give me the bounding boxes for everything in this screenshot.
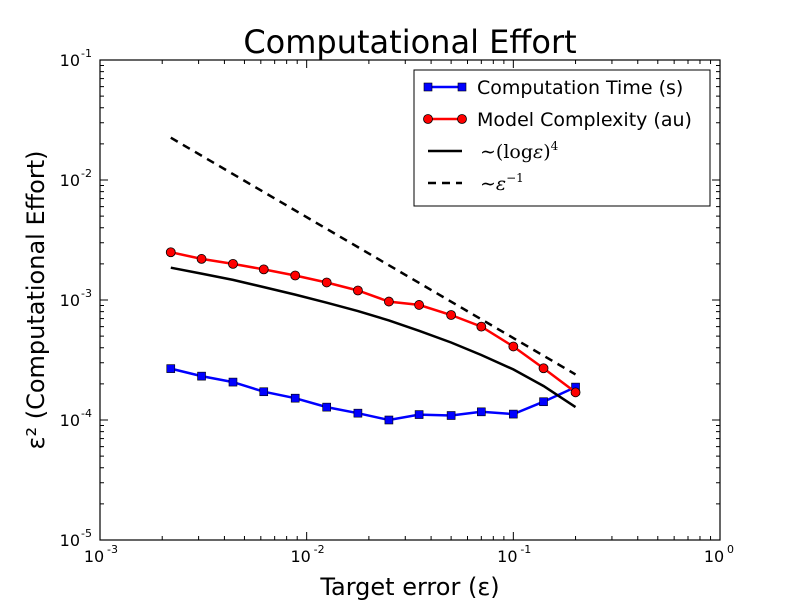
x-tick-label-exponent: -2 xyxy=(314,543,325,556)
legend-label-0: Computation Time (s) xyxy=(477,77,683,99)
legend-marker-1 xyxy=(423,114,433,124)
x-tick-label: 10 xyxy=(704,547,724,566)
data-point-1-10 xyxy=(476,321,487,332)
y-tick-label: 10 xyxy=(60,531,80,550)
data-point-0-3 xyxy=(259,387,269,397)
data-point-1-7 xyxy=(384,296,394,307)
x-tick-label: 10 xyxy=(497,547,517,566)
chart-title: Computational Effort xyxy=(243,23,576,61)
data-point-1-4 xyxy=(290,270,301,281)
x-tick-label-exponent: 0 xyxy=(727,543,734,556)
plot-area xyxy=(165,136,581,425)
data-point-1-13 xyxy=(570,387,581,398)
y-tick-label-exponent: -2 xyxy=(81,167,92,180)
data-point-1-5 xyxy=(321,277,332,288)
data-point-0-7 xyxy=(384,415,394,425)
data-point-0-8 xyxy=(414,410,424,419)
y-tick-label: 10 xyxy=(60,171,80,190)
x-tick-label: 10 xyxy=(84,547,104,566)
y-tick-label: 10 xyxy=(60,411,80,430)
series-line-0 xyxy=(170,367,577,422)
data-point-1-8 xyxy=(414,300,425,310)
y-tick-label-exponent: -5 xyxy=(81,527,92,540)
data-point-1-9 xyxy=(446,310,457,320)
legend-label-1: Model Complexity (au) xyxy=(477,109,692,131)
data-point-0-4 xyxy=(290,393,300,403)
y-tick-label-exponent: -1 xyxy=(81,47,92,60)
data-point-1-11 xyxy=(508,341,519,352)
data-point-1-3 xyxy=(258,264,269,275)
legend-marker-0 xyxy=(423,82,433,92)
y-tick-label: 10 xyxy=(60,291,80,310)
y-tick-label-exponent: -4 xyxy=(81,407,92,420)
data-point-0-12 xyxy=(539,397,548,407)
data-point-1-2 xyxy=(228,258,238,269)
axes: 10 -3 10 -2 10 -1 10 010 -510 -410 -310 -210 -1 xyxy=(60,47,734,566)
legend-marker-0 xyxy=(457,82,467,92)
data-point-0-6 xyxy=(353,408,363,418)
data-point-0-1 xyxy=(197,371,206,381)
data-point-1-12 xyxy=(538,363,549,374)
data-point-0-9 xyxy=(446,411,456,420)
legend-box xyxy=(413,69,711,207)
data-point-0-5 xyxy=(322,402,331,412)
series-line-1 xyxy=(170,250,577,394)
data-point-0-2 xyxy=(228,377,238,387)
x-tick-label-exponent: -3 xyxy=(107,543,118,556)
x-tick-label: 10 xyxy=(290,547,310,566)
y-tick-label-exponent: -3 xyxy=(81,287,92,300)
y-tick-label: 10 xyxy=(60,51,80,70)
legend-label-3: ∼ε−1 xyxy=(480,171,524,195)
y-axis-label: ε² (Computational Effort) xyxy=(22,151,50,450)
data-point-0-0 xyxy=(166,364,176,373)
legend-label-2: ∼(logε)4 xyxy=(480,139,559,163)
x-axis-label: Target error (ε) xyxy=(319,573,499,600)
data-point-1-0 xyxy=(165,247,176,258)
data-point-1-1 xyxy=(196,254,207,264)
data-point-1-6 xyxy=(353,285,363,296)
data-point-0-11 xyxy=(509,409,518,419)
x-tick-label-exponent: -1 xyxy=(520,543,531,556)
legend: Computation Time (s) Model Complexity (au… xyxy=(413,69,711,207)
legend-marker-1 xyxy=(457,114,467,124)
data-point-0-10 xyxy=(477,407,486,417)
series-line-2 xyxy=(170,266,577,409)
